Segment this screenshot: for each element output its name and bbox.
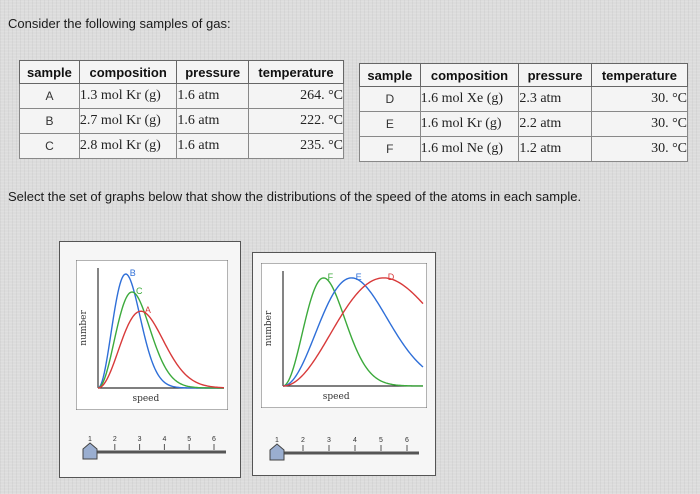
graph-slider[interactable]: 1 2 3 4 5 6 [261, 425, 427, 469]
header-sample: sample [359, 63, 421, 87]
table-header-row: sample composition pressure temperature [19, 60, 345, 84]
distribution-curve-f [282, 277, 424, 387]
sample-id: C [19, 133, 80, 159]
question-prompt: Consider the following samples of gas: [8, 16, 231, 31]
y-axis-label: number [79, 310, 89, 346]
speed-distribution-plot: number speed B C A [76, 260, 228, 410]
x-axis-label: speed [132, 394, 159, 404]
sample-id: B [19, 108, 80, 134]
sample-pressure: 2.2 atm [518, 111, 592, 137]
sample-temperature: 235. °C [247, 133, 345, 159]
graph-slider[interactable]: 1 2 3 4 5 6 [74, 424, 234, 468]
slider-tick-label: 4 [353, 437, 357, 444]
curve-label-f: F [328, 272, 334, 282]
y-axis-label: number [264, 310, 274, 346]
graph-option-1[interactable]: number speed B C A 1 2 3 4 5 6 [59, 241, 241, 478]
header-sample: sample [19, 60, 80, 84]
header-pressure: pressure [176, 60, 249, 84]
slider-handle[interactable] [82, 442, 98, 460]
table-header-row: sample composition pressure temperature [359, 63, 689, 87]
curve-label-e: E [356, 272, 362, 282]
slider-tick-label: 3 [138, 436, 142, 443]
sample-id: D [359, 86, 421, 112]
table-row: D 1.6 mol Xe (g) 2.3 atm 30. °C [359, 86, 689, 112]
table-row: B 2.7 mol Kr (g) 1.6 atm 222. °C [19, 108, 345, 134]
sample-id: F [359, 136, 421, 162]
sample-pressure: 1.2 atm [518, 136, 592, 162]
sample-composition: 1.6 mol Kr (g) [419, 111, 520, 137]
distribution-curve-d [282, 277, 424, 387]
slider-handle[interactable] [269, 443, 285, 461]
sample-temperature: 264. °C [247, 83, 345, 109]
curve-label-d: D [388, 272, 395, 282]
sample-pressure: 2.3 atm [518, 86, 592, 112]
header-composition: composition [78, 60, 178, 84]
sample-pressure: 1.6 atm [176, 83, 249, 109]
table-row: C 2.8 mol Kr (g) 1.6 atm 235. °C [19, 133, 345, 159]
sample-composition: 1.3 mol Kr (g) [78, 83, 178, 109]
distribution-curve-a [97, 310, 225, 389]
slider-tick-label: 2 [301, 437, 305, 444]
question-text: Select the set of graphs below that show… [8, 189, 582, 204]
slider-tick-label: 6 [212, 436, 216, 443]
table-row: E 1.6 mol Kr (g) 2.2 atm 30. °C [359, 111, 689, 137]
slider-tick-label: 2 [113, 436, 117, 443]
slider-tick-label: 5 [187, 436, 191, 443]
header-composition: composition [419, 63, 520, 87]
samples-table-right: sample composition pressure temperature … [359, 63, 689, 162]
header-temperature: temperature [590, 63, 689, 87]
curve-label-b: B [130, 268, 136, 278]
sample-temperature: 30. °C [590, 111, 689, 137]
sample-temperature: 30. °C [590, 136, 689, 162]
slider-tick-label: 5 [379, 437, 383, 444]
sample-composition: 1.6 mol Xe (g) [419, 86, 520, 112]
slider-tick-label: 3 [327, 437, 331, 444]
sample-id: A [19, 83, 80, 109]
slider-tick-label: 1 [275, 437, 279, 444]
curve-label-a: A [145, 305, 151, 315]
slider-tick-label: 4 [162, 436, 166, 443]
x-axis-label: speed [323, 392, 350, 402]
curve-label-c: C [136, 286, 143, 296]
slider-tick-label: 6 [405, 437, 409, 444]
speed-distribution-plot: number speed F E D [261, 263, 427, 408]
sample-composition: 2.8 mol Kr (g) [78, 133, 178, 159]
sample-pressure: 1.6 atm [176, 133, 249, 159]
distribution-curve-e [282, 277, 424, 387]
slider-tick-label: 1 [88, 436, 92, 443]
sample-id: E [359, 111, 421, 137]
graph-option-2[interactable]: number speed F E D 1 2 3 4 5 6 [252, 252, 436, 476]
sample-temperature: 222. °C [247, 108, 345, 134]
header-temperature: temperature [247, 60, 345, 84]
samples-table-left: sample composition pressure temperature … [19, 60, 345, 159]
sample-composition: 1.6 mol Ne (g) [419, 136, 520, 162]
sample-pressure: 1.6 atm [176, 108, 249, 134]
sample-temperature: 30. °C [590, 86, 689, 112]
header-pressure: pressure [518, 63, 592, 87]
table-row: A 1.3 mol Kr (g) 1.6 atm 264. °C [19, 83, 345, 109]
distribution-curve-c [97, 291, 224, 389]
sample-composition: 2.7 mol Kr (g) [78, 108, 178, 134]
table-row: F 1.6 mol Ne (g) 1.2 atm 30. °C [359, 136, 689, 162]
